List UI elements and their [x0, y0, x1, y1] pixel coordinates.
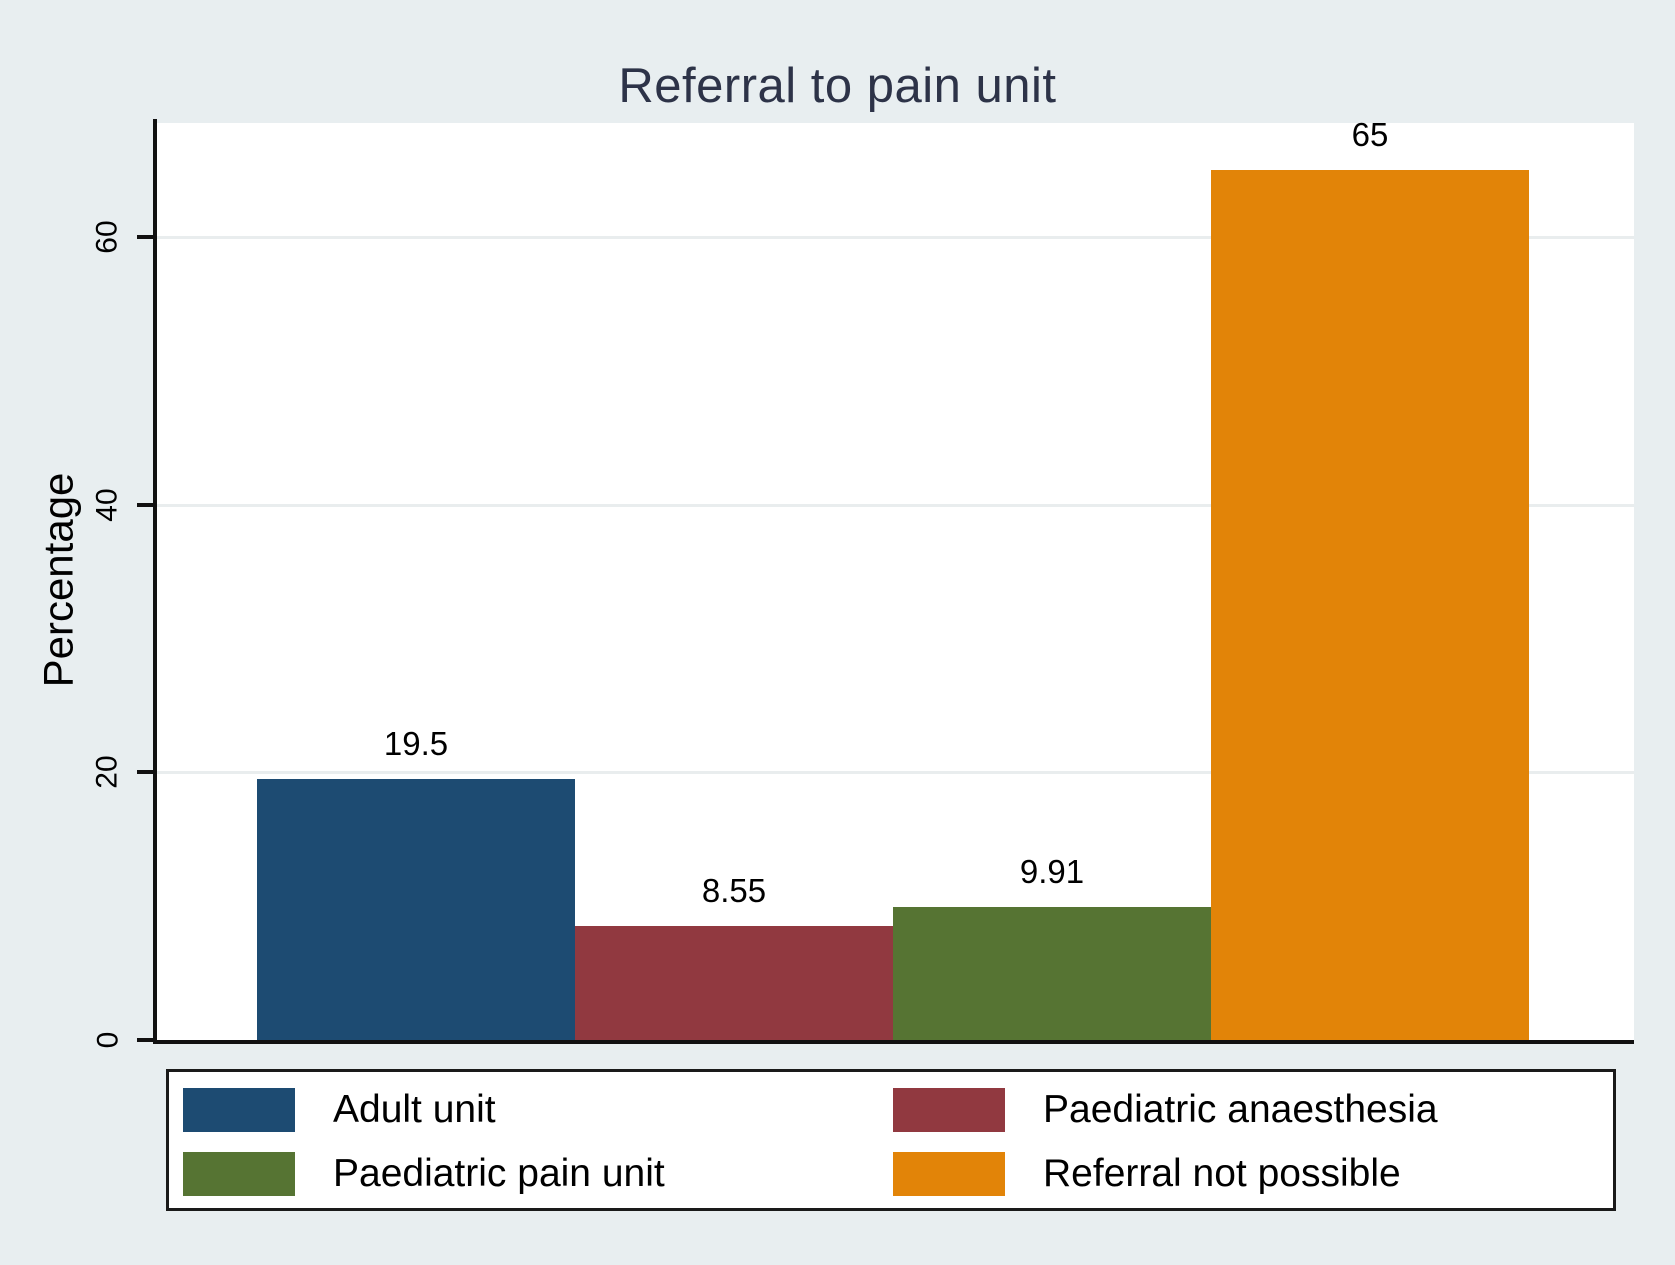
- y-tick-label-text: 40: [91, 487, 124, 522]
- legend-label: Paediatric pain unit: [333, 1152, 665, 1195]
- bar-value-label: 19.5: [383, 724, 449, 762]
- y-axis-title: Percentage: [28, 340, 88, 820]
- y-tick-mark-40: [137, 502, 157, 507]
- y-axis-line: [153, 119, 157, 1044]
- y-tick-label-20: 20: [84, 752, 132, 792]
- legend-swatch: [183, 1152, 295, 1196]
- y-tick-label-60: 60: [84, 217, 132, 257]
- bar-paediatric-anaesthesia: [575, 925, 893, 1040]
- legend-item-paediatric-anaesthesia: Paediatric anaesthesia: [893, 1088, 1613, 1132]
- y-tick-mark-0: [137, 1038, 157, 1042]
- y-axis-title-text: Percentage: [34, 472, 82, 688]
- gridline-20: [157, 771, 1634, 775]
- legend: Adult unit Paediatric anaesthesia Paediatr…: [166, 1069, 1616, 1211]
- y-tick-label-0: 0: [84, 1020, 132, 1060]
- x-axis-line: [153, 1040, 1634, 1044]
- bar-adult-unit: [257, 778, 575, 1040]
- y-tick-label-40: 40: [84, 485, 132, 525]
- legend-item-paediatric-pain-unit: Paediatric pain unit: [183, 1152, 893, 1196]
- legend-grid: Adult unit Paediatric anaesthesia Paediatr…: [169, 1072, 1613, 1196]
- y-tick-mark-20: [137, 770, 157, 775]
- bar-value-label: 8.55: [701, 871, 767, 909]
- bar-referral-not-possible: [1211, 169, 1529, 1040]
- legend-item-referral-not-possible: Referral not possible: [893, 1152, 1613, 1196]
- legend-label: Paediatric anaesthesia: [1043, 1088, 1438, 1131]
- y-tick-label-text: 0: [91, 1031, 124, 1049]
- legend-label: Referral not possible: [1043, 1152, 1401, 1195]
- gridline-60: [157, 235, 1634, 239]
- bar-value-label: 65: [1351, 115, 1389, 153]
- legend-swatch: [183, 1088, 295, 1132]
- y-tick-label-text: 20: [91, 755, 124, 789]
- chart-title: Referral to pain unit: [618, 59, 1057, 113]
- bar-paediatric-pain-unit: [893, 907, 1211, 1040]
- y-tick-label-text: 60: [91, 220, 124, 254]
- y-tick-mark-60: [137, 234, 157, 239]
- bar-value-label: 9.91: [1019, 853, 1085, 891]
- gridline-40: [157, 503, 1634, 507]
- plot-area: 19.5 8.55 9.91 65: [157, 116, 1634, 1040]
- legend-swatch: [893, 1088, 1005, 1132]
- legend-label: Adult unit: [333, 1088, 496, 1131]
- legend-item-adult-unit: Adult unit: [183, 1088, 893, 1132]
- legend-swatch: [893, 1152, 1005, 1196]
